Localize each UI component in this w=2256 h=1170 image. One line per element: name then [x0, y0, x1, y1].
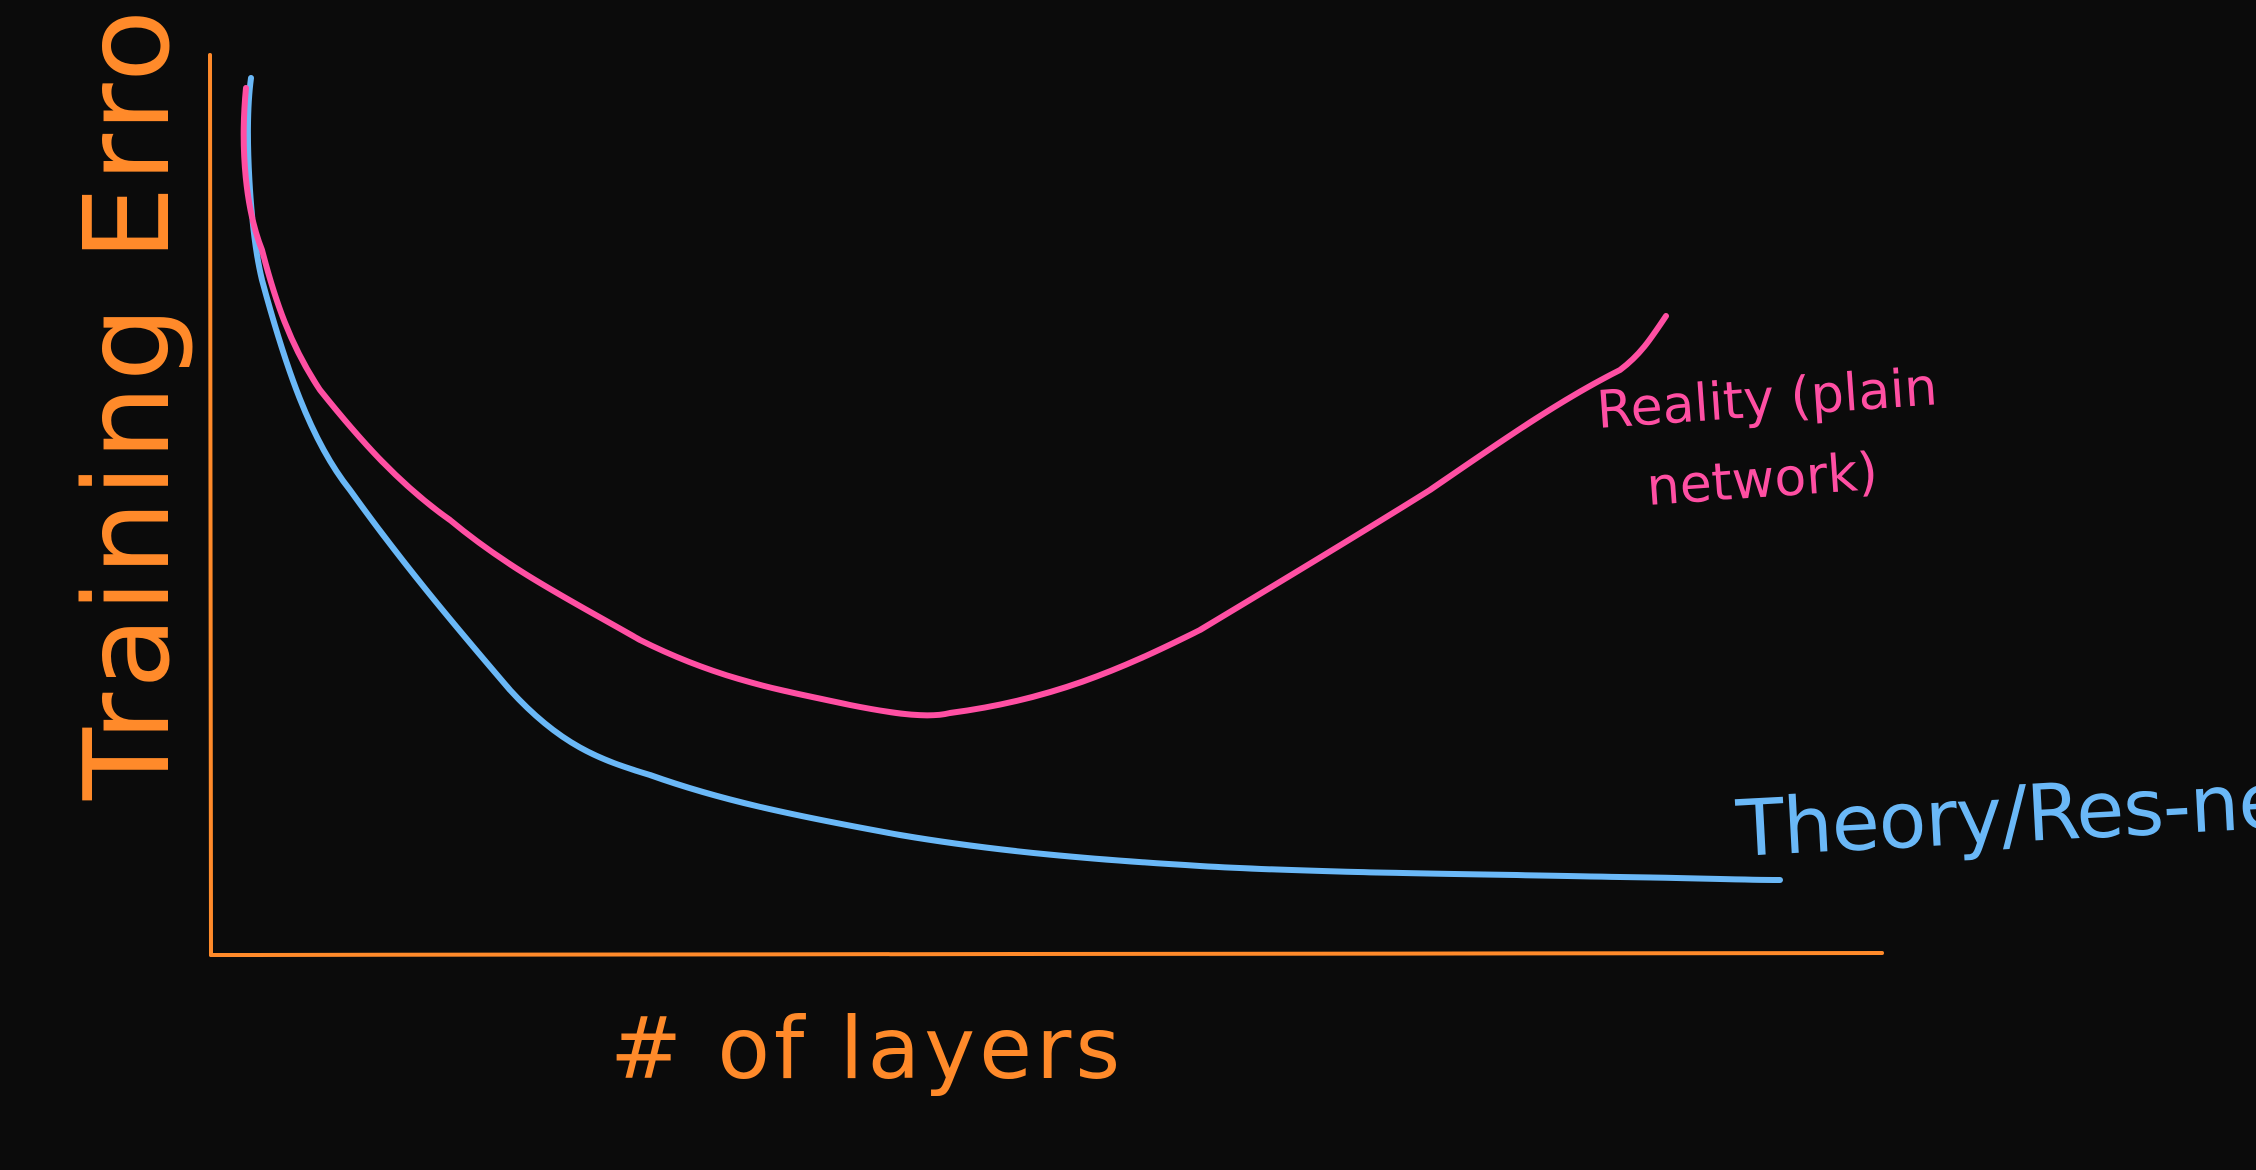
reality-label-line-2: network): [1645, 442, 1880, 518]
x-axis-label: # of layers: [610, 999, 1124, 1099]
y-axis-label: Training Error: [58, 0, 196, 801]
theory-resnet-curve: [245, 75, 1783, 883]
y-axis: [208, 53, 213, 957]
reality-label-line-1: Reality (plain: [1595, 357, 1940, 441]
theory-resnet-label: Theory/Res-net: [1733, 755, 2256, 875]
reality-plain-network-curve: [240, 85, 1669, 719]
x-axis: [209, 951, 1884, 957]
